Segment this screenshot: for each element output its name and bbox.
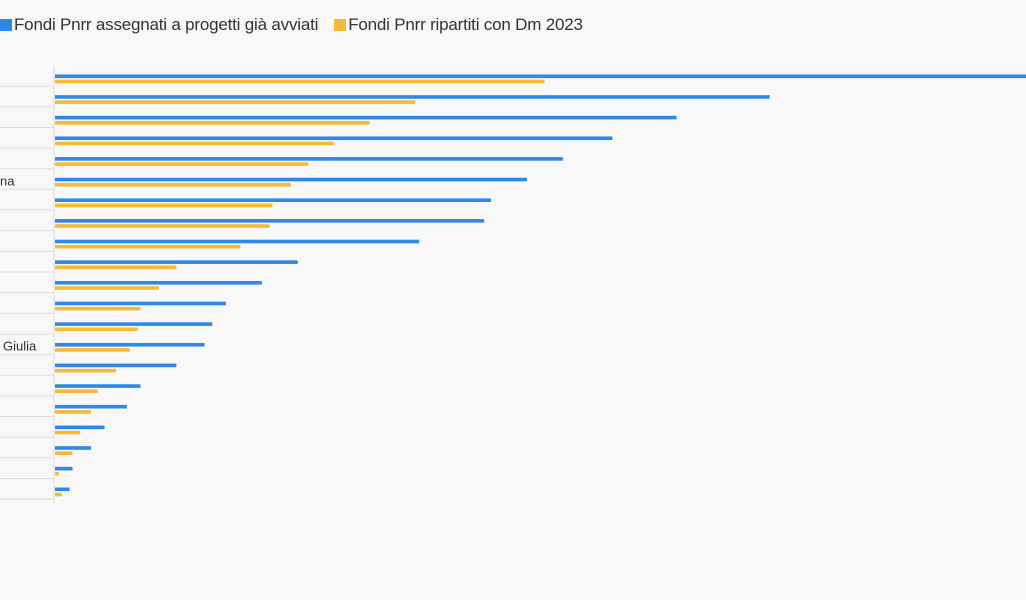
bar-series-1-category-2[interactable] <box>55 95 770 99</box>
legend-swatch-series-1 <box>0 19 12 31</box>
bar-series-2-category-2[interactable] <box>55 100 416 104</box>
bar-series-2-category-21[interactable] <box>55 492 62 497</box>
bar-series-1-category-18[interactable] <box>55 425 105 430</box>
chart-legend: Fondi Pnrr assegnati a progetti già avvi… <box>0 12 599 38</box>
bar-series-1-category-17[interactable] <box>55 404 127 409</box>
bar-series-1-category-6[interactable] <box>55 177 527 182</box>
bar-series-1-category-16[interactable] <box>55 384 141 388</box>
legend-label-series-2: Fondi Pnrr ripartiti con Dm 2023 <box>348 15 583 34</box>
bar-series-2-category-20[interactable] <box>55 472 59 476</box>
bar-series-2-category-16[interactable] <box>55 389 98 394</box>
bar-series-1-category-9[interactable] <box>55 239 420 244</box>
bar-series-1-category-20[interactable] <box>55 466 73 471</box>
bar-series-2-category-7[interactable] <box>55 203 273 208</box>
bar-series-2-category-8[interactable] <box>55 224 270 228</box>
bar-series-2-category-11[interactable] <box>55 286 159 290</box>
bar-series-2-category-13[interactable] <box>55 327 138 332</box>
bar-series-1-category-12[interactable] <box>55 301 226 306</box>
bar-series-1-category-19[interactable] <box>55 446 91 450</box>
category-label: na <box>0 173 15 188</box>
bar-series-1-category-11[interactable] <box>55 281 262 285</box>
bar-series-2-category-18[interactable] <box>55 430 81 435</box>
bar-series-1-category-3[interactable] <box>55 115 677 120</box>
bar-series-2-category-4[interactable] <box>55 141 334 146</box>
legend-swatch-series-2 <box>334 19 347 31</box>
bar-series-1-category-4[interactable] <box>55 136 613 141</box>
bar-series-2-category-9[interactable] <box>55 244 241 249</box>
legend-item-series-2[interactable]: Fondi Pnrr ripartiti con Dm 2023 <box>334 15 583 35</box>
bar-series-1-category-21[interactable] <box>55 487 70 492</box>
bar-series-2-category-6[interactable] <box>55 182 291 187</box>
bar-series-1-category-14[interactable] <box>55 342 205 347</box>
category-label: Giulia <box>3 338 37 353</box>
bar-series-2-category-12[interactable] <box>55 306 141 311</box>
bar-series-1-category-1[interactable] <box>55 74 1026 79</box>
bar-series-2-category-3[interactable] <box>55 121 370 125</box>
legend-label-series-1: Fondi Pnrr assegnati a progetti già avvi… <box>14 15 319 34</box>
bar-series-2-category-1[interactable] <box>55 79 545 84</box>
bar-series-2-category-5[interactable] <box>55 162 309 166</box>
bar-series-1-category-10[interactable] <box>55 260 298 264</box>
bar-series-1-category-5[interactable] <box>55 157 563 161</box>
bar-series-2-category-14[interactable] <box>55 348 130 352</box>
bar-series-2-category-10[interactable] <box>55 265 177 270</box>
bar-series-2-category-15[interactable] <box>55 368 117 373</box>
bar-series-2-category-17[interactable] <box>55 410 91 414</box>
bar-series-1-category-13[interactable] <box>55 322 213 326</box>
bar-series-2-category-19[interactable] <box>55 451 73 455</box>
bar-series-1-category-8[interactable] <box>55 219 485 223</box>
legend-item-series-1[interactable]: Fondi Pnrr assegnati a progetti già avvi… <box>0 15 318 35</box>
bar-series-1-category-7[interactable] <box>55 198 491 202</box>
bar-series-1-category-15[interactable] <box>55 363 177 368</box>
